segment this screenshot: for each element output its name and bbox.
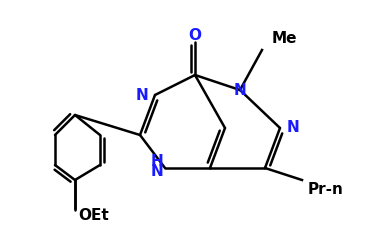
Text: Me: Me	[272, 30, 298, 45]
Text: O: O	[188, 27, 201, 42]
Text: N: N	[234, 82, 246, 98]
Text: N: N	[135, 87, 148, 103]
Text: N: N	[287, 121, 300, 136]
Text: H: H	[150, 155, 163, 169]
Text: OEt: OEt	[78, 207, 109, 223]
Text: N: N	[150, 165, 163, 180]
Text: Pr-n: Pr-n	[308, 183, 344, 198]
